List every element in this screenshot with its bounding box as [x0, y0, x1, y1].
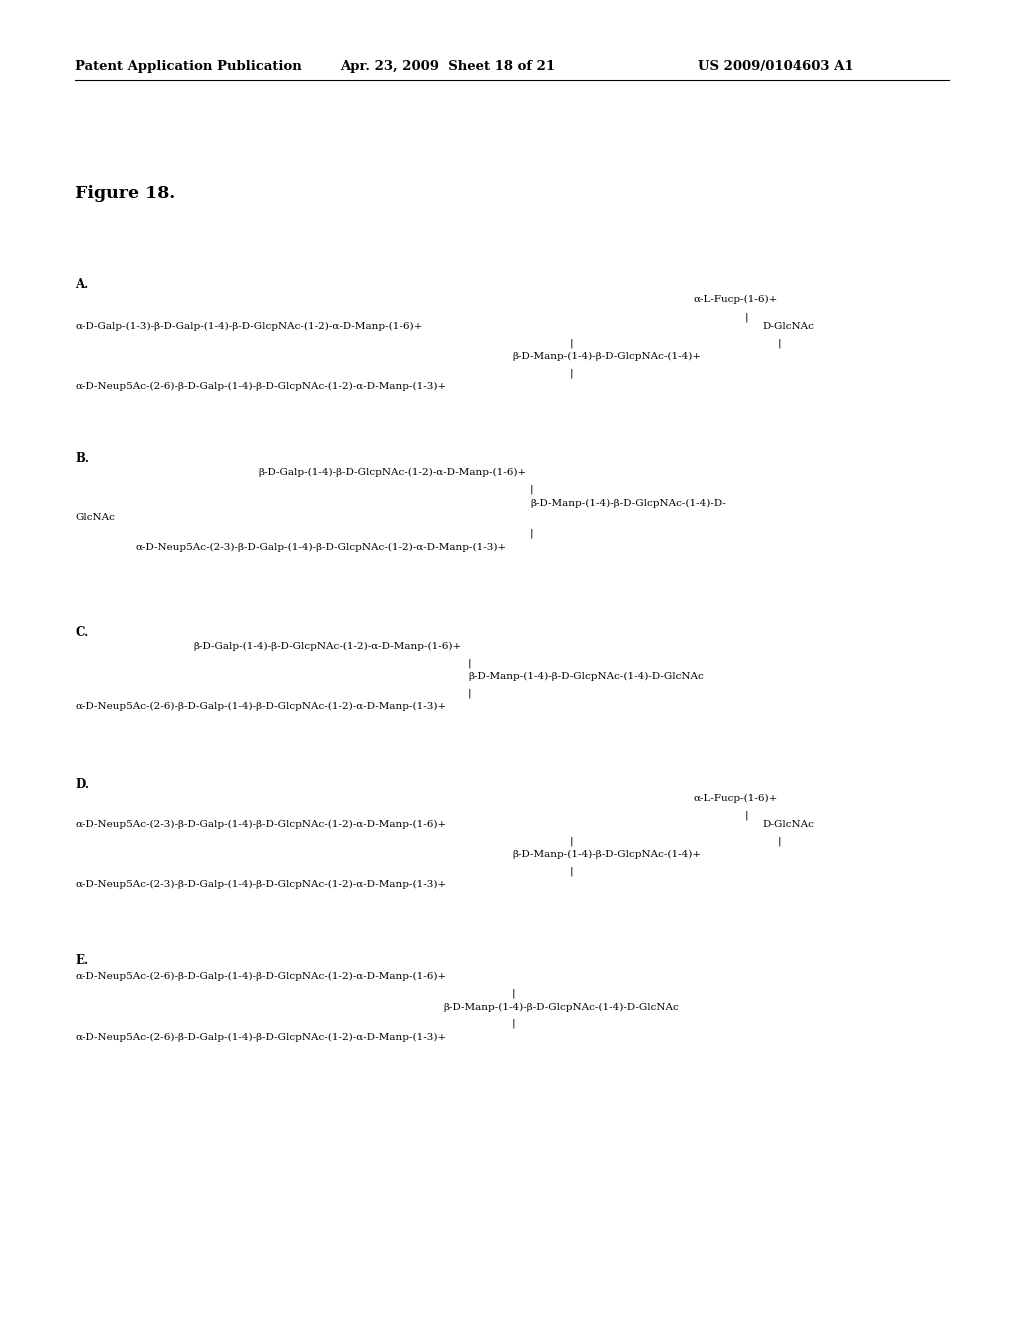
Text: α-D-Neup5Ac-(2-6)-β-D-Galp-(1-4)-β-D-GlcpNAc-(1-2)-α-D-Manp-(1-3)+: α-D-Neup5Ac-(2-6)-β-D-Galp-(1-4)-β-D-Glc…	[75, 381, 446, 391]
Text: E.: E.	[75, 954, 88, 968]
Text: α-D-Neup5Ac-(2-6)-β-D-Galp-(1-4)-β-D-GlcpNAc-(1-2)-α-D-Manp-(1-6)+: α-D-Neup5Ac-(2-6)-β-D-Galp-(1-4)-β-D-Glc…	[75, 972, 446, 981]
Text: |: |	[745, 312, 749, 322]
Text: |: |	[570, 368, 573, 378]
Text: β-D-Manp-(1-4)-β-D-GlcpNAc-(1-4)-D-: β-D-Manp-(1-4)-β-D-GlcpNAc-(1-4)-D-	[530, 499, 726, 508]
Text: |: |	[468, 657, 472, 668]
Text: β-D-Galp-(1-4)-β-D-GlcpNAc-(1-2)-α-D-Manp-(1-6)+: β-D-Galp-(1-4)-β-D-GlcpNAc-(1-2)-α-D-Man…	[193, 642, 461, 651]
Text: β-D-Manp-(1-4)-β-D-GlcpNAc-(1-4)+: β-D-Manp-(1-4)-β-D-GlcpNAc-(1-4)+	[512, 850, 701, 859]
Text: β-D-Galp-(1-4)-β-D-GlcpNAc-(1-2)-α-D-Manp-(1-6)+: β-D-Galp-(1-4)-β-D-GlcpNAc-(1-2)-α-D-Man…	[258, 469, 526, 477]
Text: α-D-Galp-(1-3)-β-D-Galp-(1-4)-β-D-GlcpNAc-(1-2)-α-D-Manp-(1-6)+: α-D-Galp-(1-3)-β-D-Galp-(1-4)-β-D-GlcpNA…	[75, 322, 422, 331]
Text: Figure 18.: Figure 18.	[75, 185, 175, 202]
Text: |: |	[778, 836, 781, 846]
Text: α-L-Fucp-(1-6)+: α-L-Fucp-(1-6)+	[693, 795, 777, 803]
Text: D-GlcNAc: D-GlcNAc	[762, 322, 814, 331]
Text: |: |	[468, 688, 472, 697]
Text: |: |	[745, 810, 749, 820]
Text: β-D-Manp-(1-4)-β-D-GlcpNAc-(1-4)+: β-D-Manp-(1-4)-β-D-GlcpNAc-(1-4)+	[512, 352, 701, 362]
Text: D.: D.	[75, 777, 89, 791]
Text: |: |	[570, 836, 573, 846]
Text: |: |	[530, 484, 534, 495]
Text: Apr. 23, 2009  Sheet 18 of 21: Apr. 23, 2009 Sheet 18 of 21	[340, 59, 555, 73]
Text: |: |	[512, 989, 516, 998]
Text: α-D-Neup5Ac-(2-3)-β-D-Galp-(1-4)-β-D-GlcpNAc-(1-2)-α-D-Manp-(1-3)+: α-D-Neup5Ac-(2-3)-β-D-Galp-(1-4)-β-D-Glc…	[75, 880, 446, 890]
Text: β-D-Manp-(1-4)-β-D-GlcpNAc-(1-4)-D-GlcNAc: β-D-Manp-(1-4)-β-D-GlcpNAc-(1-4)-D-GlcNA…	[468, 672, 703, 681]
Text: α-D-Neup5Ac-(2-6)-β-D-Galp-(1-4)-β-D-GlcpNAc-(1-2)-α-D-Manp-(1-3)+: α-D-Neup5Ac-(2-6)-β-D-Galp-(1-4)-β-D-Glc…	[75, 702, 446, 711]
Text: β-D-Manp-(1-4)-β-D-GlcpNAc-(1-4)-D-GlcNAc: β-D-Manp-(1-4)-β-D-GlcpNAc-(1-4)-D-GlcNA…	[443, 1003, 679, 1012]
Text: α-L-Fucp-(1-6)+: α-L-Fucp-(1-6)+	[693, 294, 777, 304]
Text: α-D-Neup5Ac-(2-6)-β-D-Galp-(1-4)-β-D-GlcpNAc-(1-2)-α-D-Manp-(1-3)+: α-D-Neup5Ac-(2-6)-β-D-Galp-(1-4)-β-D-Glc…	[75, 1034, 446, 1041]
Text: |: |	[570, 866, 573, 875]
Text: C.: C.	[75, 626, 88, 639]
Text: α-D-Neup5Ac-(2-3)-β-D-Galp-(1-4)-β-D-GlcpNAc-(1-2)-α-D-Manp-(1-6)+: α-D-Neup5Ac-(2-3)-β-D-Galp-(1-4)-β-D-Glc…	[75, 820, 446, 829]
Text: A.: A.	[75, 279, 88, 290]
Text: D-GlcNAc: D-GlcNAc	[762, 820, 814, 829]
Text: B.: B.	[75, 451, 89, 465]
Text: |: |	[778, 338, 781, 347]
Text: |: |	[570, 338, 573, 347]
Text: |: |	[530, 528, 534, 537]
Text: |: |	[512, 1019, 516, 1028]
Text: US 2009/0104603 A1: US 2009/0104603 A1	[698, 59, 854, 73]
Text: α-D-Neup5Ac-(2-3)-β-D-Galp-(1-4)-β-D-GlcpNAc-(1-2)-α-D-Manp-(1-3)+: α-D-Neup5Ac-(2-3)-β-D-Galp-(1-4)-β-D-Glc…	[135, 543, 506, 552]
Text: GlcNAc: GlcNAc	[75, 513, 115, 521]
Text: Patent Application Publication: Patent Application Publication	[75, 59, 302, 73]
